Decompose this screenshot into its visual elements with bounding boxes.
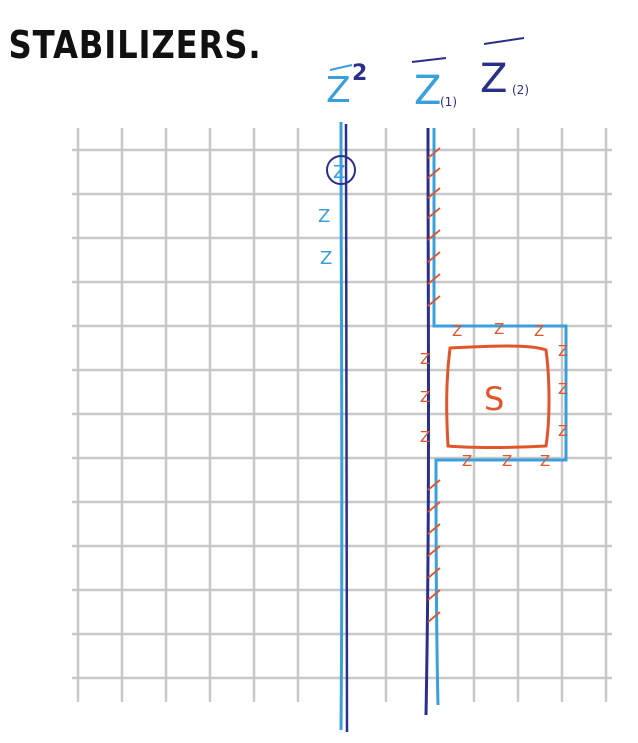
loop-z-mark: Z [452, 322, 462, 340]
loop-z-mark: Z [462, 452, 472, 470]
loop-z-mark: Z [420, 388, 430, 406]
circled-z-label: Z [333, 162, 345, 183]
loop-z-mark: Z [558, 422, 568, 440]
label-z-1-subscript: (1) [440, 95, 457, 109]
loop-z-mark: Z [540, 452, 550, 470]
loop-z-mark: Z [534, 322, 544, 340]
label-z-squared-exponent: 2 [352, 61, 367, 86]
loop-z-mark: Z [558, 342, 568, 360]
loop-z-mark: Z [502, 452, 512, 470]
loop-z-mark: Z [494, 320, 504, 338]
label-z-1: Z (1) [411, 57, 457, 114]
label-z-squared: Z 2 [326, 61, 367, 111]
label-z-2-subscript: (2) [512, 83, 529, 97]
z-squared-string [339, 121, 349, 733]
stabilizer-plaquette: S [445, 344, 551, 449]
label-z-squared-base: Z [326, 70, 351, 111]
circled-z-mark: Z [326, 155, 356, 185]
label-z-2-base: Z [480, 56, 507, 102]
title-text: STABILIZERS. [9, 24, 262, 68]
z-mark-1: Z [318, 206, 330, 227]
loop-z-marks: Z Z Z Z Z Z Z Z Z Z Z Z [420, 320, 568, 470]
loop-z-mark: Z [558, 380, 568, 398]
label-z-1-base: Z [414, 68, 441, 114]
stabilizer-label: S [484, 380, 504, 418]
label-z-2: Z (2) [480, 37, 529, 102]
z1-z2-strings [424, 127, 568, 716]
z-mark-2: Z [320, 248, 332, 269]
loop-z-mark: Z [420, 428, 430, 446]
loop-z-mark: Z [420, 350, 430, 368]
